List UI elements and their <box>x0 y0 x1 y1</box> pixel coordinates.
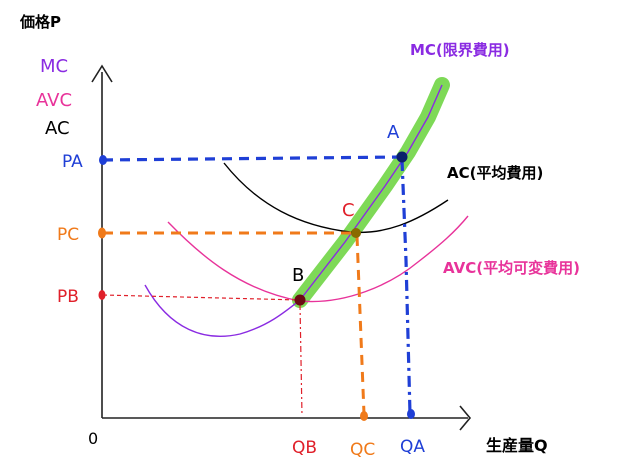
pb-label: PB <box>57 287 79 307</box>
pb-dot <box>98 290 106 300</box>
avc-curve-label: AVC(平均可変費用) <box>443 259 580 277</box>
legend-mc: MC <box>40 56 68 77</box>
x-axis-label: 生産量Q <box>486 436 548 455</box>
qb-label: QB <box>292 438 317 458</box>
origin-label: 0 <box>88 429 98 448</box>
legend-avc: AVC <box>36 90 72 111</box>
pb-guide <box>102 294 301 301</box>
qc-dot <box>360 411 368 421</box>
x-axis-arrow-icon <box>459 405 472 431</box>
pa-dot <box>99 155 107 165</box>
pa-label: PA <box>62 152 83 172</box>
qa-label: QA <box>400 437 425 457</box>
point-b-label: B <box>292 265 304 286</box>
point-c-label: C <box>342 200 355 221</box>
pa-guide <box>102 155 403 162</box>
qc-guide <box>355 235 366 415</box>
pc-dot <box>98 227 106 239</box>
point-c-dot <box>351 228 361 238</box>
mc-highlight <box>292 77 450 308</box>
axes <box>91 64 472 431</box>
pc-label: PC <box>57 225 79 245</box>
point-b-dot <box>294 294 306 306</box>
qa-dot <box>407 409 415 419</box>
y-axis-label: 価格P <box>19 13 61 31</box>
point-a-label: A <box>387 122 400 143</box>
y-axis-arrow-icon <box>91 64 113 83</box>
mc-curve-label: MC(限界費用) <box>410 41 510 59</box>
ac-curve <box>223 162 449 234</box>
legend-ac: AC <box>45 118 70 139</box>
qa-guide <box>400 159 412 415</box>
avc-curve <box>167 215 469 303</box>
point-a-dot <box>396 151 408 163</box>
qb-guide <box>299 303 303 417</box>
ac-curve-label: AC(平均費用) <box>447 164 543 182</box>
qc-label: QC <box>350 440 375 460</box>
